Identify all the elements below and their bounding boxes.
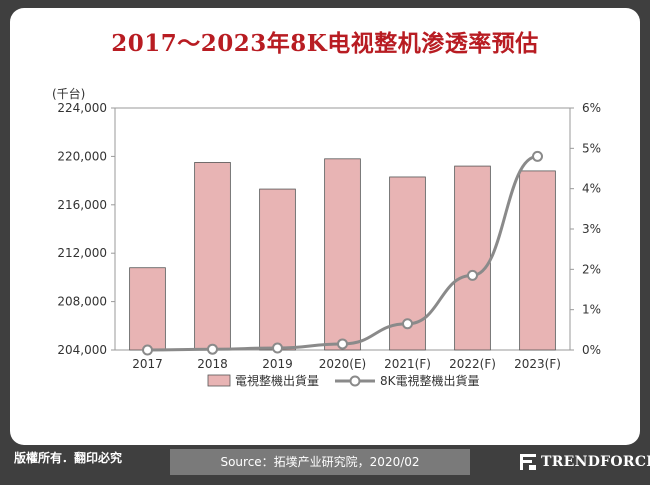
legend-label-bar: 電視整機出貨量: [235, 373, 319, 388]
copyright-text: 版權所有．翻印必究: [14, 451, 123, 465]
right-tick-label: 6%: [582, 101, 601, 115]
right-tick-label: 5%: [582, 141, 601, 155]
legend-swatch-bar: [207, 374, 231, 387]
line-point: [467, 269, 478, 281]
brand-name: TRENDFORCE: [541, 454, 650, 470]
bar: [519, 170, 556, 351]
line-point: [272, 342, 283, 354]
line-point: [402, 318, 413, 330]
legend-label-line: 8K電視整機出貨量: [380, 373, 480, 388]
left-axis-unit: (千台): [52, 86, 85, 101]
x-tick-label: 2020(E): [319, 357, 366, 371]
right-tick-label: 1%: [582, 303, 601, 317]
x-tick-label: 2017: [132, 357, 163, 371]
source-note: Source：拓墣产业研究院，2020/02: [170, 449, 470, 475]
trendforce-logo-icon: [520, 454, 536, 470]
right-tick-label: 3%: [582, 222, 601, 236]
bar: [194, 162, 231, 351]
line-point: [337, 338, 348, 350]
x-tick-label: 2021(F): [384, 357, 431, 371]
left-tick-label: 216,000: [57, 198, 107, 212]
right-tick-label: 4%: [582, 182, 601, 196]
brand: TRENDFORCE: [520, 449, 650, 475]
left-tick-label: 204,000: [57, 343, 107, 357]
left-tick-label: 224,000: [57, 101, 107, 115]
bar: [324, 158, 361, 351]
legend-marker-line: [349, 375, 361, 387]
x-tick-label: 2019: [262, 357, 293, 371]
x-tick-label: 2018: [197, 357, 228, 371]
chart-title: 2017～2023年8K电视整机渗透率预估: [111, 30, 539, 57]
x-tick-label: 2023(F): [514, 357, 561, 371]
left-tick-label: 208,000: [57, 295, 107, 309]
footer: 版權所有．翻印必究 Source：拓墣产业研究院，2020/02 TRENDFO…: [0, 445, 650, 485]
line-point: [142, 344, 153, 356]
x-tick-label: 2022(F): [449, 357, 496, 371]
bar: [129, 267, 166, 351]
chart-card: 2017～2023年8K电视整机渗透率预估 204,000 208,000 212,…: [10, 8, 640, 445]
line-point: [207, 343, 218, 355]
right-tick-label: 2%: [582, 262, 601, 276]
line-point: [532, 150, 543, 162]
bar: [259, 188, 296, 351]
right-tick-label: 0%: [582, 343, 601, 357]
left-tick-label: 220,000: [57, 149, 107, 163]
left-tick-label: 212,000: [57, 246, 107, 260]
bar: [454, 165, 491, 351]
combo-chart: 204,000 208,000 212,000 216,000 220,000 224,0…: [52, 86, 601, 388]
